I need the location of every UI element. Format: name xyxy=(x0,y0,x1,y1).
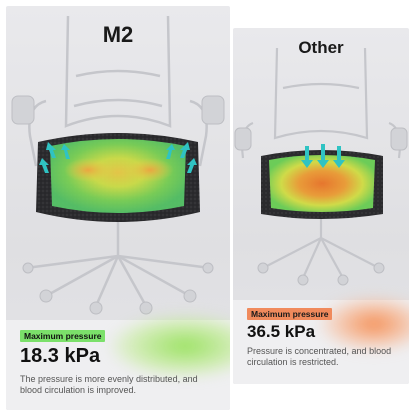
other-pressure-value: 36.5 kPa xyxy=(247,322,316,341)
m2-pressure-value: 18.3 kPa xyxy=(20,345,101,367)
other-info-card: Maximum pressure 36.5 kPa Pressure is co… xyxy=(233,296,409,384)
m2-panel: M2 Maximum pressure 18.3 kPa The pressur… xyxy=(6,6,230,410)
other-pressure-glow xyxy=(319,296,409,352)
m2-description: The pressure is more evenly distributed,… xyxy=(20,374,198,395)
other-chair-image xyxy=(234,47,408,286)
m2-info-card: Maximum pressure 18.3 kPa The pressure i… xyxy=(6,314,230,410)
other-description: Pressure is concentrated, and blood circ… xyxy=(247,346,392,367)
other-panel: Other Maximum pressure 36.5 kPa Pressure… xyxy=(233,28,409,384)
other-title: Other xyxy=(298,38,344,57)
m2-max-pressure-badge: Maximum pressure xyxy=(20,330,106,342)
other-max-pressure-badge: Maximum pressure xyxy=(247,308,333,320)
m2-chair-image xyxy=(11,15,225,315)
m2-pressure-glow xyxy=(110,314,230,378)
m2-title: M2 xyxy=(102,22,134,47)
